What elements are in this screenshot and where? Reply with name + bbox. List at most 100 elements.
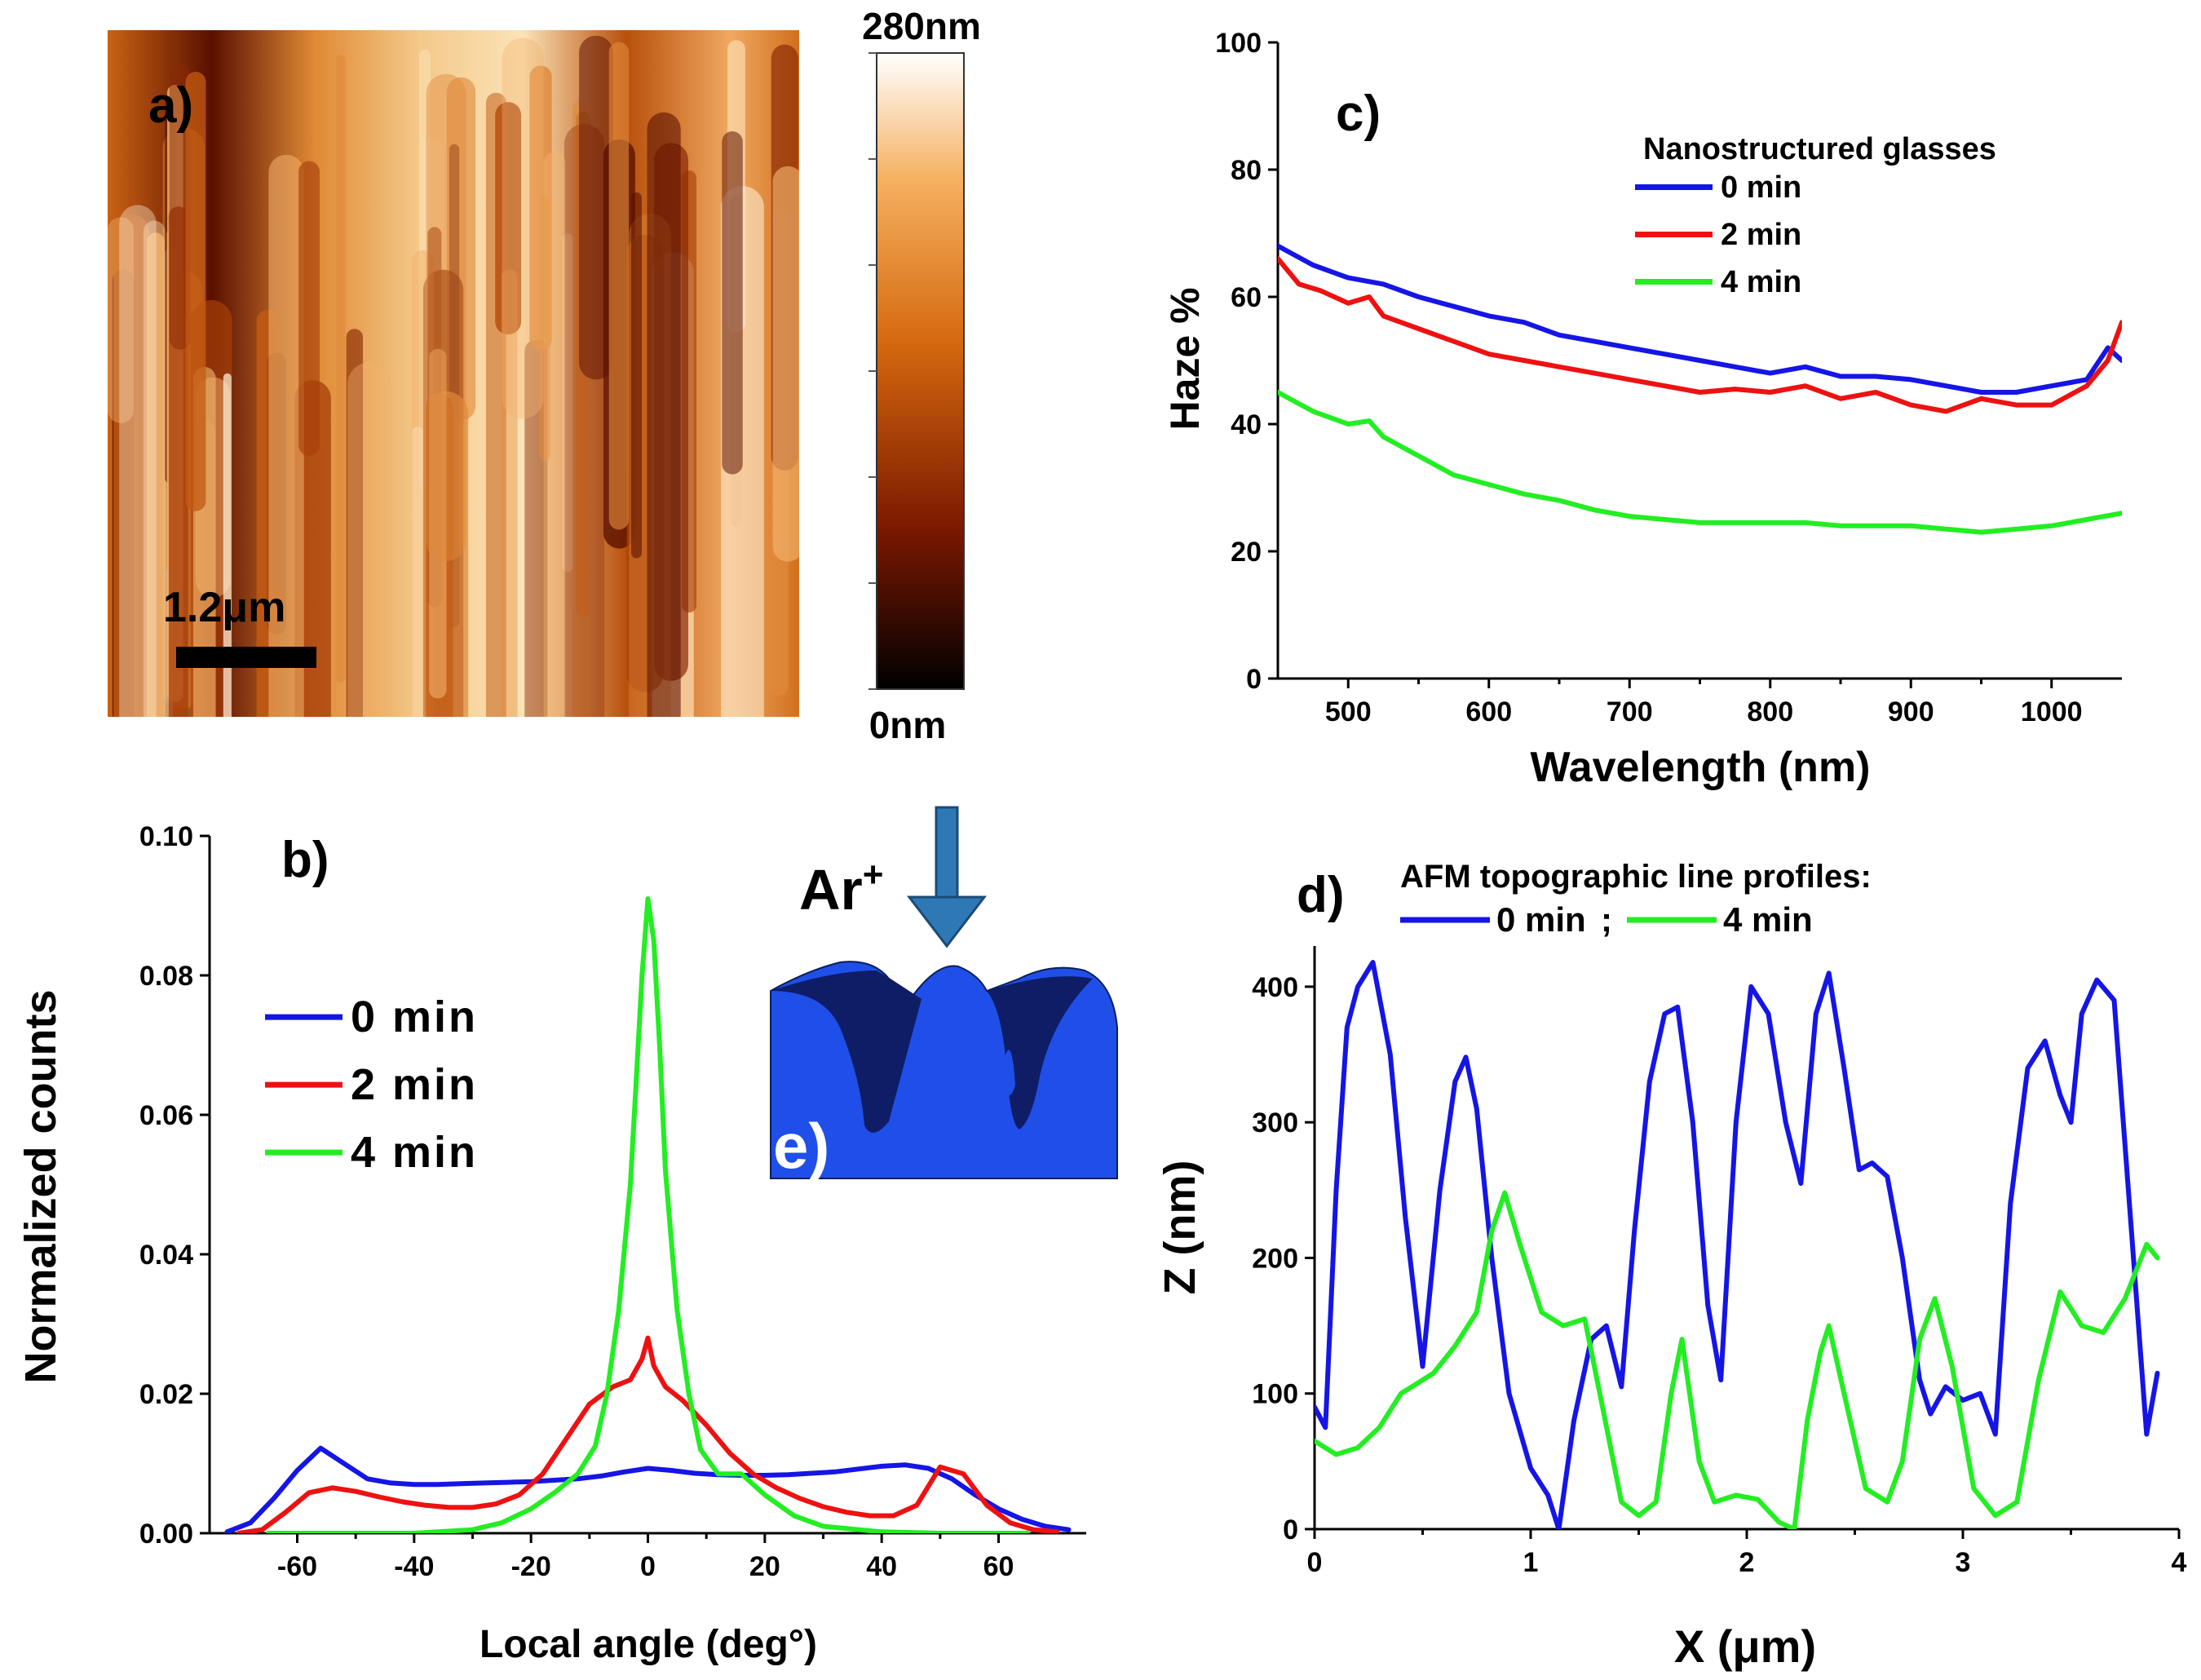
y-tick-label: 60 — [1231, 282, 1262, 313]
y-tick-label: 0.02 — [139, 1379, 193, 1410]
afm-streak — [346, 329, 363, 717]
afm-texture — [108, 35, 799, 717]
series-line-4-min — [1278, 390, 2122, 535]
y-tick-label: 0.00 — [139, 1519, 193, 1550]
x-tick-label: 40 — [866, 1551, 897, 1582]
afm-streak — [647, 112, 681, 717]
afm-streak — [108, 217, 134, 423]
panel-label-d: d) — [1297, 867, 1345, 923]
afm-streak — [502, 38, 544, 419]
afm-streak — [501, 269, 518, 717]
chart-b-ylabel: Normalized counts — [16, 989, 65, 1383]
panel-label-a: a) — [148, 77, 193, 134]
afm-streak — [169, 63, 191, 350]
afm-streak — [119, 205, 157, 717]
x-tick-label: 700 — [1607, 696, 1653, 727]
x-tick-label: 500 — [1325, 696, 1372, 727]
x-tick-label: -60 — [277, 1551, 317, 1582]
chart-d-legend-title: AFM topographic line profiles: — [1400, 859, 1872, 895]
legend-label: 4 min — [1721, 265, 1801, 299]
chart-d-axes: 0 1 2 3 4 0 100 200 300 400 — [1252, 946, 2187, 1578]
afm-streak — [347, 362, 392, 717]
chart-b: -60 -40 -20 0 20 40 60 0.00 0.02 0.04 0.06 0.08 0.10… — [16, 821, 1086, 1666]
chart-b-legend: 0 min 2 min 4 min — [265, 993, 478, 1177]
y-tick-label: 0.04 — [139, 1240, 193, 1271]
chart-c-legend-title: Nanostructured glasses — [1643, 132, 1996, 166]
panel-label-c: c) — [1336, 86, 1381, 142]
series-line-0-min — [1315, 960, 2160, 1529]
legend-label: 2 min — [351, 1060, 478, 1109]
afm-streak — [412, 427, 423, 717]
scalebar — [176, 647, 316, 668]
colorbar-max-label: 280nm — [862, 5, 981, 47]
chart-b-series — [224, 896, 1072, 1533]
x-tick-label: 1 — [1523, 1547, 1539, 1578]
series-line-0-min — [224, 1445, 1072, 1533]
x-tick-label: 2 — [1739, 1547, 1755, 1578]
afm-streak — [298, 161, 320, 456]
afm-streak — [223, 373, 232, 717]
x-tick-label: 0 — [1307, 1547, 1323, 1578]
x-tick-label: 4 — [2172, 1547, 2187, 1578]
y-tick-label: 200 — [1252, 1243, 1298, 1274]
afm-streak — [185, 72, 206, 511]
x-tick-label: 0 — [640, 1551, 656, 1582]
chart-c-legend: 0 min 2 min 4 min — [1635, 170, 1801, 299]
legend-label: 2 min — [1721, 218, 1801, 252]
afm-streak — [608, 42, 630, 530]
chart-c-ylabel: Haze % — [1162, 287, 1208, 430]
chart-d-series — [1315, 960, 2160, 1529]
afm-streak — [722, 131, 743, 475]
inset-e: Ar+ e) — [770, 806, 1118, 1182]
chart-c: 500 600 700 800 900 1000 0 20 40 60 80 100 c) Wavel… — [1162, 28, 2122, 791]
x-tick-label: 900 — [1888, 696, 1934, 727]
afm-streak — [147, 232, 165, 717]
legend-separator: ; — [1601, 900, 1612, 939]
y-tick-label: 0 — [1246, 664, 1262, 695]
afm-streak — [631, 192, 642, 559]
afm-streak — [529, 65, 552, 351]
chart-c-axes: 500 600 700 800 900 1000 0 20 40 60 80 100 — [1215, 28, 2122, 727]
y-tick-label: 100 — [1215, 28, 1262, 59]
afm-streak — [113, 214, 150, 717]
series-line-2-min — [236, 1335, 1060, 1533]
afm-image-panel: a) 1.2μm — [108, 30, 799, 717]
chart-c-series — [1278, 243, 2122, 535]
x-tick-label: 3 — [1956, 1547, 1971, 1578]
afm-streak — [579, 35, 613, 380]
y-tick-label: 100 — [1252, 1379, 1298, 1410]
legend-label: 0 min — [1721, 170, 1801, 205]
legend-label: 0 min — [1496, 900, 1586, 939]
nanostructure-groove-left — [771, 970, 922, 1133]
y-tick-label: 40 — [1231, 409, 1262, 440]
nanostructure-groove-right — [987, 976, 1093, 1130]
x-tick-label: 600 — [1465, 696, 1512, 727]
y-tick-label: 0.06 — [139, 1100, 193, 1131]
panel-label-e: e) — [773, 1110, 829, 1182]
afm-streak — [543, 152, 566, 717]
afm-streak — [772, 166, 799, 562]
x-tick-label: 1000 — [2021, 696, 2083, 727]
series-line-4-min — [1315, 1190, 2160, 1529]
y-tick-label: 0 — [1283, 1514, 1298, 1545]
legend-label: 0 min — [351, 993, 478, 1041]
colorbar-ticks — [868, 52, 877, 690]
y-tick-label: 400 — [1252, 972, 1298, 1003]
afm-streak — [426, 73, 466, 562]
series-line-4-min — [265, 896, 1031, 1533]
colorbar: 280nm 0nm — [862, 5, 981, 746]
chart-d-ylabel: Z (nm) — [1156, 1161, 1204, 1295]
afm-streak — [562, 233, 573, 572]
x-tick-label: -20 — [511, 1551, 551, 1582]
x-tick-label: -40 — [394, 1551, 434, 1582]
afm-streak — [268, 154, 304, 717]
x-tick-label: 60 — [983, 1551, 1014, 1582]
chart-d-xlabel: X (μm) — [1674, 1620, 1816, 1672]
colorbar-gradient — [876, 52, 965, 690]
series-line-2-min — [1278, 256, 2122, 414]
ion-arrow — [906, 806, 988, 948]
y-tick-label: 0.10 — [139, 821, 193, 852]
x-tick-label: 20 — [749, 1551, 780, 1582]
y-tick-label: 80 — [1231, 155, 1262, 186]
